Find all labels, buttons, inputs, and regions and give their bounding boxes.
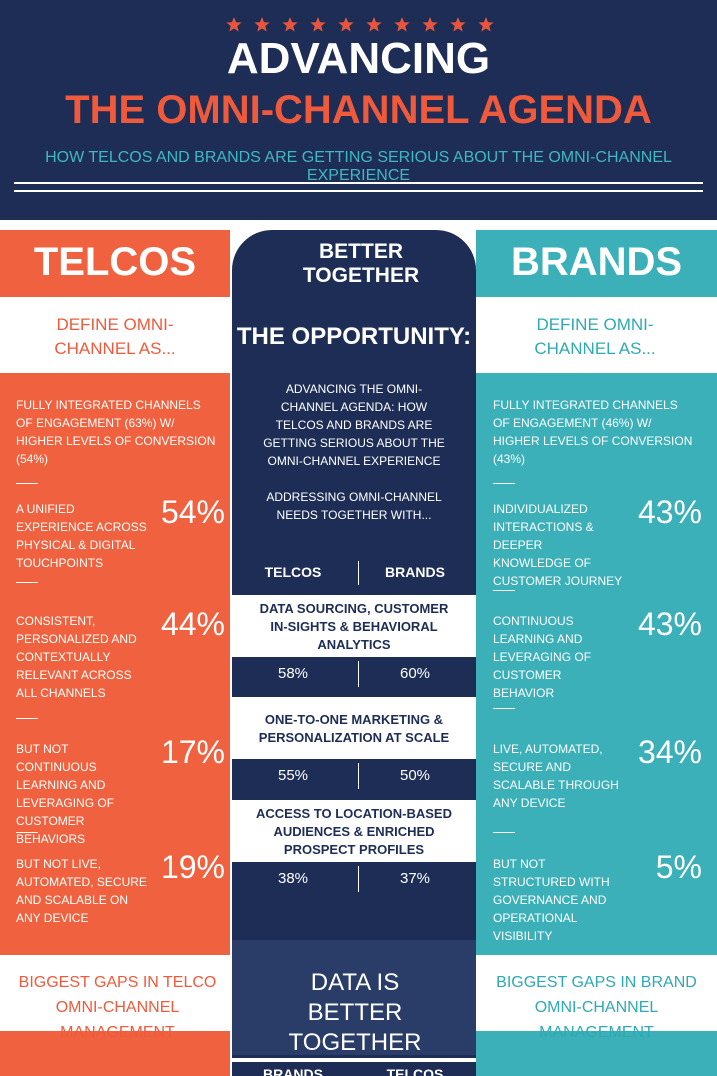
star [254, 17, 270, 32]
title: ADVANCING [0, 34, 717, 84]
rule [14, 182, 703, 184]
star [394, 17, 410, 32]
rule [14, 190, 703, 192]
item-value: 43% [637, 606, 702, 642]
item-text: CONSISTENT, PERSONALIZED AND CONTEXTUALL… [16, 614, 137, 700]
gaps-box [0, 955, 232, 1031]
item-value: 5% [655, 849, 702, 885]
subtitle: THE OMNI-CHANNEL AGENDA [65, 88, 652, 132]
gaps-box [476, 955, 717, 1031]
item-value: 43% [637, 494, 702, 530]
brands-define: DEFINE OMNI-CHANNEL AS... [534, 315, 656, 358]
separator [358, 763, 359, 789]
item-text: BUT NOT STRUCTURED WITH GOVERNANCE AND O… [493, 857, 610, 943]
title-text: ADVANCING [216, 34, 501, 83]
item-value: 19% [160, 849, 225, 885]
star [338, 17, 354, 32]
divider [16, 832, 38, 833]
star [366, 17, 382, 32]
row-value: 60% [399, 665, 431, 682]
star [310, 17, 326, 32]
telcos-intro: FULLY INTEGRATED CHANNELS OF ENGAGEMENT … [16, 398, 216, 466]
item-value: 34% [637, 734, 702, 770]
telcos-heading: TELCOS [33, 240, 197, 284]
item-value: 44% [160, 606, 225, 642]
row-value: 58% [277, 665, 309, 682]
stars [226, 17, 494, 32]
telcos-define: DEFINE OMNI-CHANNEL AS... [54, 315, 176, 358]
row-label-box [232, 697, 476, 759]
brands-gaps: BIGGEST GAPS IN BRAND OMNI-CHANNEL MANAG… [496, 974, 697, 1041]
paragraph: ADDRESSING OMNI-CHANNEL NEEDS TOGETHER W… [266, 490, 442, 522]
star [450, 17, 466, 32]
item-text: BUT NOT LIVE, AUTOMATED, SECURE AND SCAL… [16, 857, 147, 925]
define-box [476, 297, 717, 373]
opportunity: THE OPPORTUNITY: [236, 323, 472, 350]
item-text: LIVE, AUTOMATED, SECURE AND SCALABLE THR… [493, 742, 619, 810]
divider [493, 483, 515, 484]
bottom-column: BRANDS [263, 1066, 323, 1076]
paragraph: ADVANCING THE OMNI-CHANNEL AGENDA: HOW T… [263, 382, 445, 468]
divider [493, 832, 515, 833]
separator [358, 661, 359, 687]
star [282, 17, 298, 32]
star [226, 17, 242, 32]
brands-intro: FULLY INTEGRATED CHANNELS OF ENGAGEMENT … [493, 398, 693, 466]
rule [232, 1058, 476, 1062]
divider [16, 582, 38, 583]
separator [358, 866, 359, 892]
center-footer: DATA IS BETTER TOGETHER [288, 969, 422, 1056]
row-value: 38% [277, 870, 309, 887]
center-heading: BETTER TOGETHER [302, 240, 420, 287]
table-column: TELCOS [264, 564, 322, 580]
item-value: 17% [160, 734, 225, 770]
row-label-box [232, 595, 476, 657]
row-label: ACCESS TO LOCATION-BASED AUDIENCES & ENR… [256, 806, 452, 857]
row-value: 55% [277, 767, 309, 784]
footer-box [232, 940, 476, 1055]
brands-heading: BRANDS [510, 240, 683, 284]
item-text: BUT NOT CONTINUOUS LEARNING AND LEVERAGI… [16, 742, 115, 846]
item-text: A UNIFIED EXPERIENCE ACROSS PHYSICAL & D… [16, 502, 147, 570]
separator [358, 561, 359, 585]
table-column: BRANDS [385, 564, 445, 580]
row-value: 37% [399, 870, 431, 887]
item-value: 54% [160, 494, 225, 530]
divider [16, 718, 38, 719]
item-text: CONTINUOUS LEARNING AND LEVERAGING OF CU… [493, 614, 592, 700]
divider [493, 590, 515, 591]
row-label-box [232, 800, 476, 862]
divider [16, 483, 38, 484]
telcos-gaps: BIGGEST GAPS IN TELCO OMNI-CHANNEL MANAG… [18, 974, 217, 1041]
define-box [0, 297, 232, 373]
row-label: ONE-TO-ONE MARKETING & PERSONALIZATION A… [258, 712, 450, 745]
bottom-column: TELCOS [386, 1066, 444, 1076]
star [478, 17, 494, 32]
divider [493, 708, 515, 709]
tagline: HOW TELCOS AND BRANDS ARE GETTING SERIOU… [45, 149, 672, 184]
item-text: INDIVIDUALIZED INTERACTIONS & DEEPER KNO… [493, 502, 623, 588]
row-value: 50% [399, 767, 431, 784]
row-label: DATA SOURCING, CUSTOMER IN-SIGHTS & BEHA… [259, 601, 449, 652]
star [422, 17, 438, 32]
